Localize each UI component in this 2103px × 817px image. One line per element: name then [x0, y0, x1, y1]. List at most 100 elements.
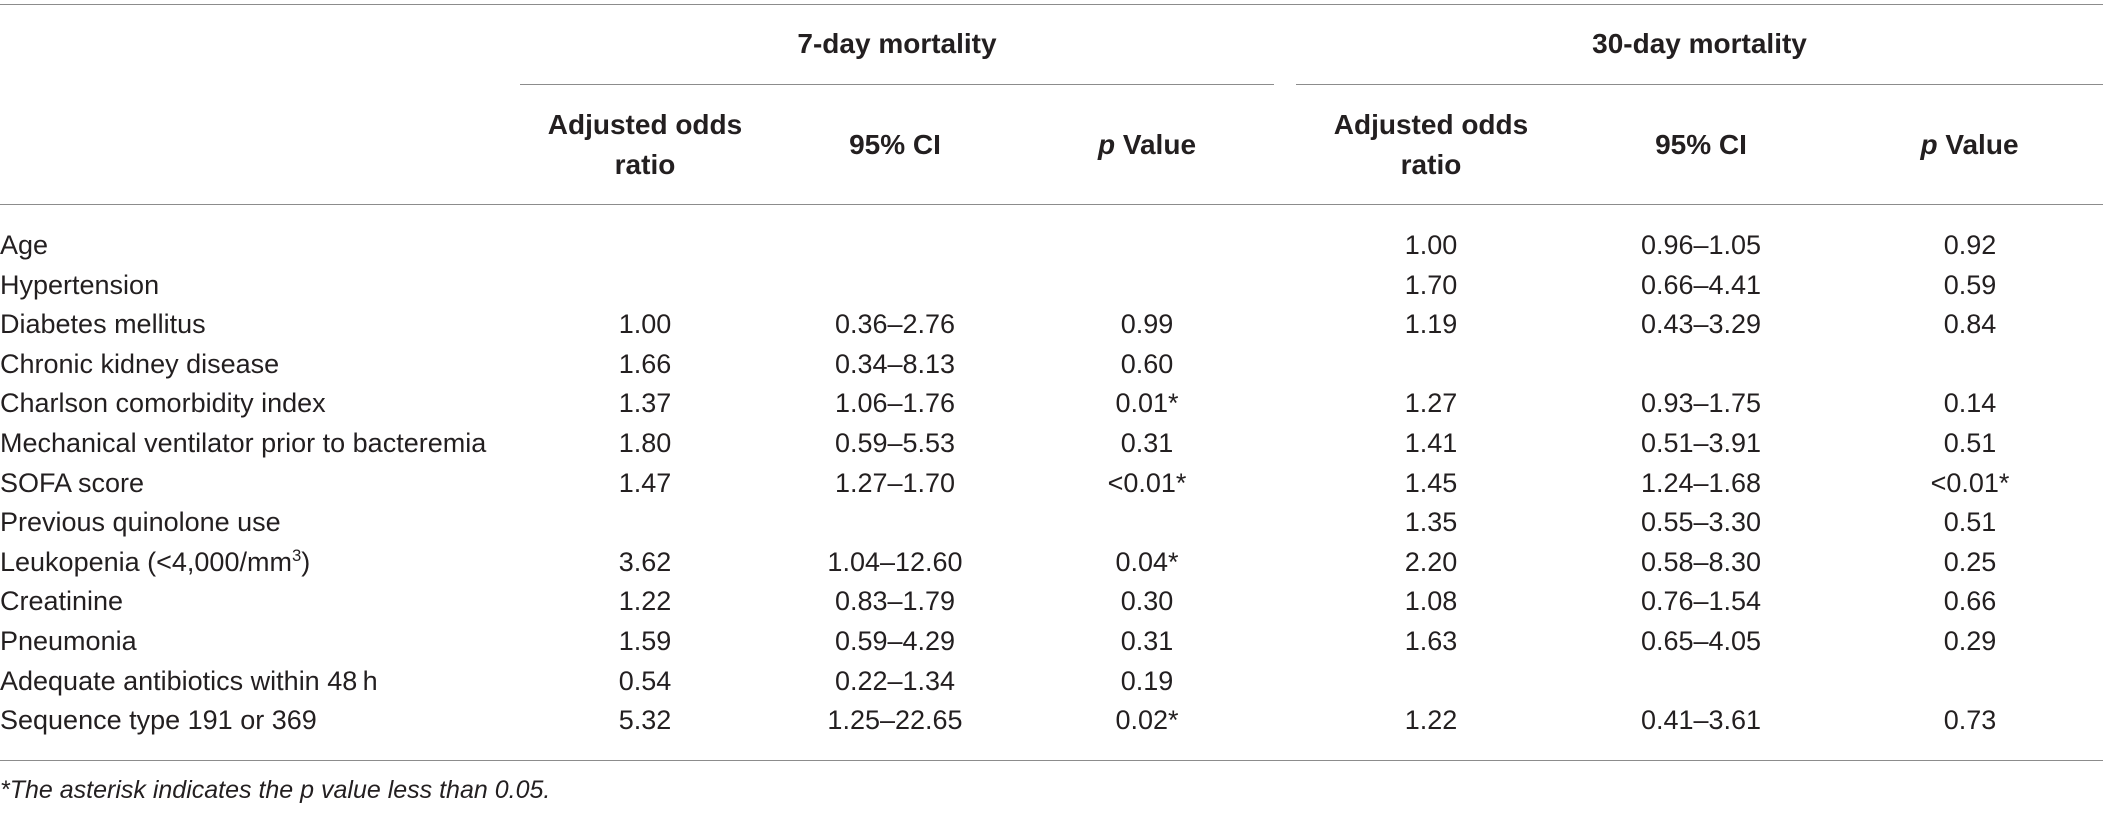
row-label-text: Sequence type 191 or 369: [0, 705, 317, 736]
table-row: Age 1.00 0.96–1.05 0.92: [0, 225, 2103, 265]
row-label: SOFA score: [0, 463, 144, 503]
p-value-7day-cell: 0.60: [1120, 348, 1174, 379]
col-header-ci-text: 95% CI: [849, 129, 941, 160]
p-value-30day-cell: 0.66: [1943, 586, 1997, 617]
group-header-7day: 7-day mortality: [797, 28, 997, 59]
odds-ratio-30day-cell: 1.08: [1404, 586, 1458, 617]
odds-ratio-7day-cell: 0.54: [618, 665, 672, 696]
odds-ratio-7day-cell: 3.62: [618, 546, 672, 577]
row-label-text: Hypertension: [0, 269, 160, 300]
table-row: Creatinine 1.22 0.83–1.79 0.30 1.08 0.76–1.54…: [0, 581, 2103, 621]
odds-ratio-30day-cell: 1.19: [1404, 309, 1458, 340]
ci-30day-cell: 0.43–3.29: [1640, 309, 1762, 340]
ci-30day-cell: 0.51–3.91: [1640, 428, 1762, 458]
table-row: Pneumonia 1.59 0.59–4.29 0.31 1.63 0.65–4.05 0…: [0, 621, 2103, 661]
col-header-p-rest: Value: [1115, 129, 1197, 160]
row-label: Mechanical ventilator prior to bacteremi…: [0, 423, 486, 463]
row-label-text: Pneumonia: [0, 626, 137, 656]
header-rule: [0, 204, 2103, 205]
ci-7day-cell: 0.36–2.76: [834, 309, 956, 340]
ci-30day-cell: 0.58–8.30: [1640, 546, 1762, 577]
top-rule: [0, 4, 2103, 5]
row-label: Hypertension: [0, 265, 159, 305]
table-row: SOFA score 1.47 1.27–1.70 <0.01* 1.45 1.24–1.…: [0, 463, 2103, 503]
row-label: Diabetes mellitus: [0, 304, 206, 344]
p-value-30day-cell: 0.14: [1943, 388, 1997, 419]
odds-ratio-30day-cell: 1.63: [1404, 626, 1458, 656]
row-label-superscript: 3: [291, 545, 302, 565]
ci-30day-cell: 0.41–3.61: [1640, 705, 1762, 736]
group-rule-30day: [1296, 84, 2103, 85]
col-header-ci-30day: 95% CI: [1566, 125, 1836, 165]
p-value-30day-cell: 0.51: [1943, 428, 1997, 458]
row-label: Pneumonia: [0, 621, 137, 661]
table-row: Chronic kidney disease 1.66 0.34–8.13 0.60: [0, 344, 2103, 384]
odds-ratio-30day-cell: 1.27: [1404, 388, 1458, 419]
p-value-30day-cell: 0.25: [1943, 546, 1997, 577]
odds-ratio-7day-cell: 1.80: [618, 428, 672, 458]
p-value-30day-cell: 0.73: [1943, 705, 1997, 736]
p-value-30day-cell: 0.29: [1943, 626, 1997, 656]
group-header-30day: 30-day mortality: [1592, 28, 1807, 59]
bottom-rule: [0, 760, 2103, 761]
col-header-p-rest: Value: [1937, 129, 2019, 160]
odds-ratio-30day-cell: 1.35: [1404, 507, 1458, 538]
row-label: Age: [0, 225, 48, 265]
p-value-30day-cell: 0.51: [1943, 507, 1997, 538]
p-value-7day-cell: 0.19: [1120, 665, 1174, 696]
col-header-p-italic: p: [1097, 129, 1116, 160]
ci-30day-cell: 0.76–1.54: [1640, 586, 1762, 617]
odds-ratio-7day-cell: 1.37: [618, 388, 672, 419]
col-header-p-italic: p: [1920, 129, 1938, 160]
col-header-or-line2: ratio: [1400, 149, 1462, 180]
col-header-ci-7day: 95% CI: [770, 125, 1020, 165]
row-label-text: Leukopenia (<4,000/mm: [0, 546, 292, 577]
ci-30day-cell: 0.93–1.75: [1640, 388, 1762, 419]
table-row: Previous quinolone use 1.35 0.55–3.30 0.51: [0, 502, 2103, 542]
row-label: Charlson comorbidity index: [0, 383, 326, 423]
odds-ratio-7day-cell: 1.47: [618, 467, 672, 498]
odds-ratio-7day-cell: 1.59: [618, 626, 672, 656]
row-label-text: Creatinine: [0, 586, 124, 617]
odds-ratio-30day-cell: 1.00: [1404, 230, 1458, 260]
col-header-or-line2: ratio: [614, 149, 676, 180]
odds-ratio-7day-cell: 1.00: [618, 309, 672, 340]
p-value-7day-cell: 0.31: [1120, 626, 1174, 656]
table-row: Mechanical ventilator prior to bacteremi…: [0, 423, 2103, 463]
odds-ratio-30day-cell: 1.70: [1404, 269, 1458, 300]
row-label: Chronic kidney disease: [0, 344, 279, 384]
table-row: Adequate antibiotics within 48 h 0.54 0.22…: [0, 661, 2103, 701]
row-label-text: Chronic kidney disease: [0, 348, 280, 379]
table-row: Charlson comorbidity index 1.37 1.06–1.76 0…: [0, 383, 2103, 423]
p-value-7day-cell: 0.01*: [1115, 388, 1179, 419]
col-header-p-7day: p Value: [1020, 125, 1274, 165]
ci-30day-cell: 0.65–4.05: [1640, 626, 1762, 656]
table-row: Hypertension 1.70 0.66–4.41 0.59: [0, 265, 2103, 305]
odds-ratio-7day-cell: 5.32: [618, 705, 672, 736]
col-header-or-line1: Adjusted odds: [1333, 109, 1529, 140]
p-value-30day-cell: 0.92: [1943, 230, 1997, 260]
p-value-7day-cell: 0.02*: [1115, 705, 1179, 736]
p-value-7day-cell: 0.04*: [1115, 546, 1179, 577]
col-header-or-30day: Adjusted odds ratio: [1296, 105, 1566, 185]
ci-30day-cell: 0.66–4.41: [1640, 269, 1762, 300]
table-row: Diabetes mellitus 1.00 0.36–2.76 0.99 1.19 0.…: [0, 304, 2103, 344]
row-label: Adequate antibiotics within 48 h: [0, 661, 378, 701]
odds-ratio-30day-cell: 1.22: [1404, 705, 1458, 736]
odds-ratio-7day-cell: 1.66: [618, 348, 672, 379]
table-footnote: *The asterisk indicates the p value less…: [0, 776, 551, 804]
p-value-7day-cell: <0.01*: [1107, 467, 1187, 498]
row-label-text: Diabetes mellitus: [0, 309, 206, 340]
col-header-or-7day: Adjusted odds ratio: [520, 105, 770, 185]
row-label-text: Mechanical ventilator prior to bacteremi…: [0, 428, 487, 458]
ci-30day-cell: 0.96–1.05: [1640, 230, 1762, 260]
p-value-7day-cell: 0.30: [1120, 586, 1174, 617]
row-label-text: Adequate antibiotics within 48 h: [0, 665, 378, 696]
ci-7day-cell: 0.22–1.34: [834, 665, 956, 696]
row-label: Previous quinolone use: [0, 502, 281, 542]
table-row: Leukopenia (<4,000/mm3) 3.62 1.04–12.60 0.0…: [0, 542, 2103, 582]
row-label-text: Age: [0, 230, 49, 260]
row-label-text: Previous quinolone use: [0, 507, 281, 538]
odds-ratio-7day-cell: 1.22: [618, 586, 672, 617]
ci-7day-cell: 1.04–12.60: [827, 546, 963, 577]
